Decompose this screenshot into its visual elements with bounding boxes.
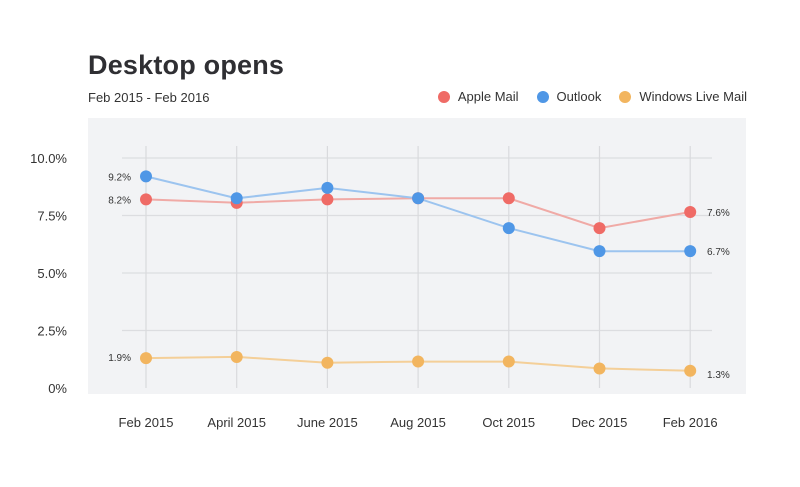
data-point [140, 193, 152, 206]
data-point [593, 222, 606, 235]
y-tick-label: 10.0% [30, 151, 67, 166]
legend-label-apple-mail: Apple Mail [457, 89, 519, 104]
data-point [321, 193, 334, 206]
legend-item-windows-live-mail: Windows Live Mail [619, 89, 747, 104]
data-point [140, 170, 152, 183]
x-tick-label: Aug 2015 [390, 415, 446, 430]
data-point [684, 245, 697, 258]
data-point [684, 364, 697, 377]
data-point [593, 245, 606, 258]
x-tick-label: Dec 2015 [572, 415, 628, 430]
data-point [412, 192, 425, 205]
x-tick-label: Feb 2016 [663, 415, 718, 430]
data-point [502, 355, 515, 368]
chart-subtitle: Feb 2015 - Feb 2016 [88, 90, 210, 105]
data-label-end: 1.3% [707, 370, 730, 381]
x-tick-label: April 2015 [207, 415, 266, 430]
legend-dot-windows-live-mail [619, 90, 632, 103]
data-label-start: 8.2% [108, 195, 131, 206]
data-point [502, 222, 515, 235]
y-tick-label: 7.5% [37, 209, 67, 224]
data-point [684, 206, 697, 219]
y-tick-label: 5.0% [37, 266, 67, 281]
data-point [230, 350, 243, 363]
x-tick-label: Feb 2015 [119, 415, 174, 430]
data-label-start: 1.9% [108, 353, 131, 364]
chart-title: Desktop opens [88, 50, 285, 80]
legend-dot-outlook [536, 90, 549, 103]
legend-label-windows-live-mail: Windows Live Mail [639, 89, 747, 104]
y-tick-label: 2.5% [37, 324, 67, 339]
x-tick-label: Oct 2015 [482, 415, 535, 430]
data-point [140, 352, 152, 365]
legend-item-apple-mail: Apple Mail [437, 89, 519, 104]
legend-label-outlook: Outlook [556, 89, 602, 104]
legend-item-outlook: Outlook [536, 89, 602, 104]
plot-background [88, 118, 746, 394]
y-tick-label: 0% [48, 381, 67, 396]
data-point [412, 355, 425, 368]
data-point [321, 181, 334, 194]
data-label-end: 7.6% [707, 208, 730, 219]
x-tick-label: June 2015 [297, 415, 358, 430]
data-point [502, 192, 515, 205]
data-label-start: 9.2% [108, 172, 131, 183]
data-point [593, 362, 606, 375]
data-point [230, 192, 243, 205]
data-point [321, 356, 334, 369]
data-label-end: 6.7% [707, 247, 730, 258]
legend-dot-apple-mail [437, 90, 450, 103]
chart-legend: Apple Mail Outlook Windows Live Mail [420, 89, 747, 104]
